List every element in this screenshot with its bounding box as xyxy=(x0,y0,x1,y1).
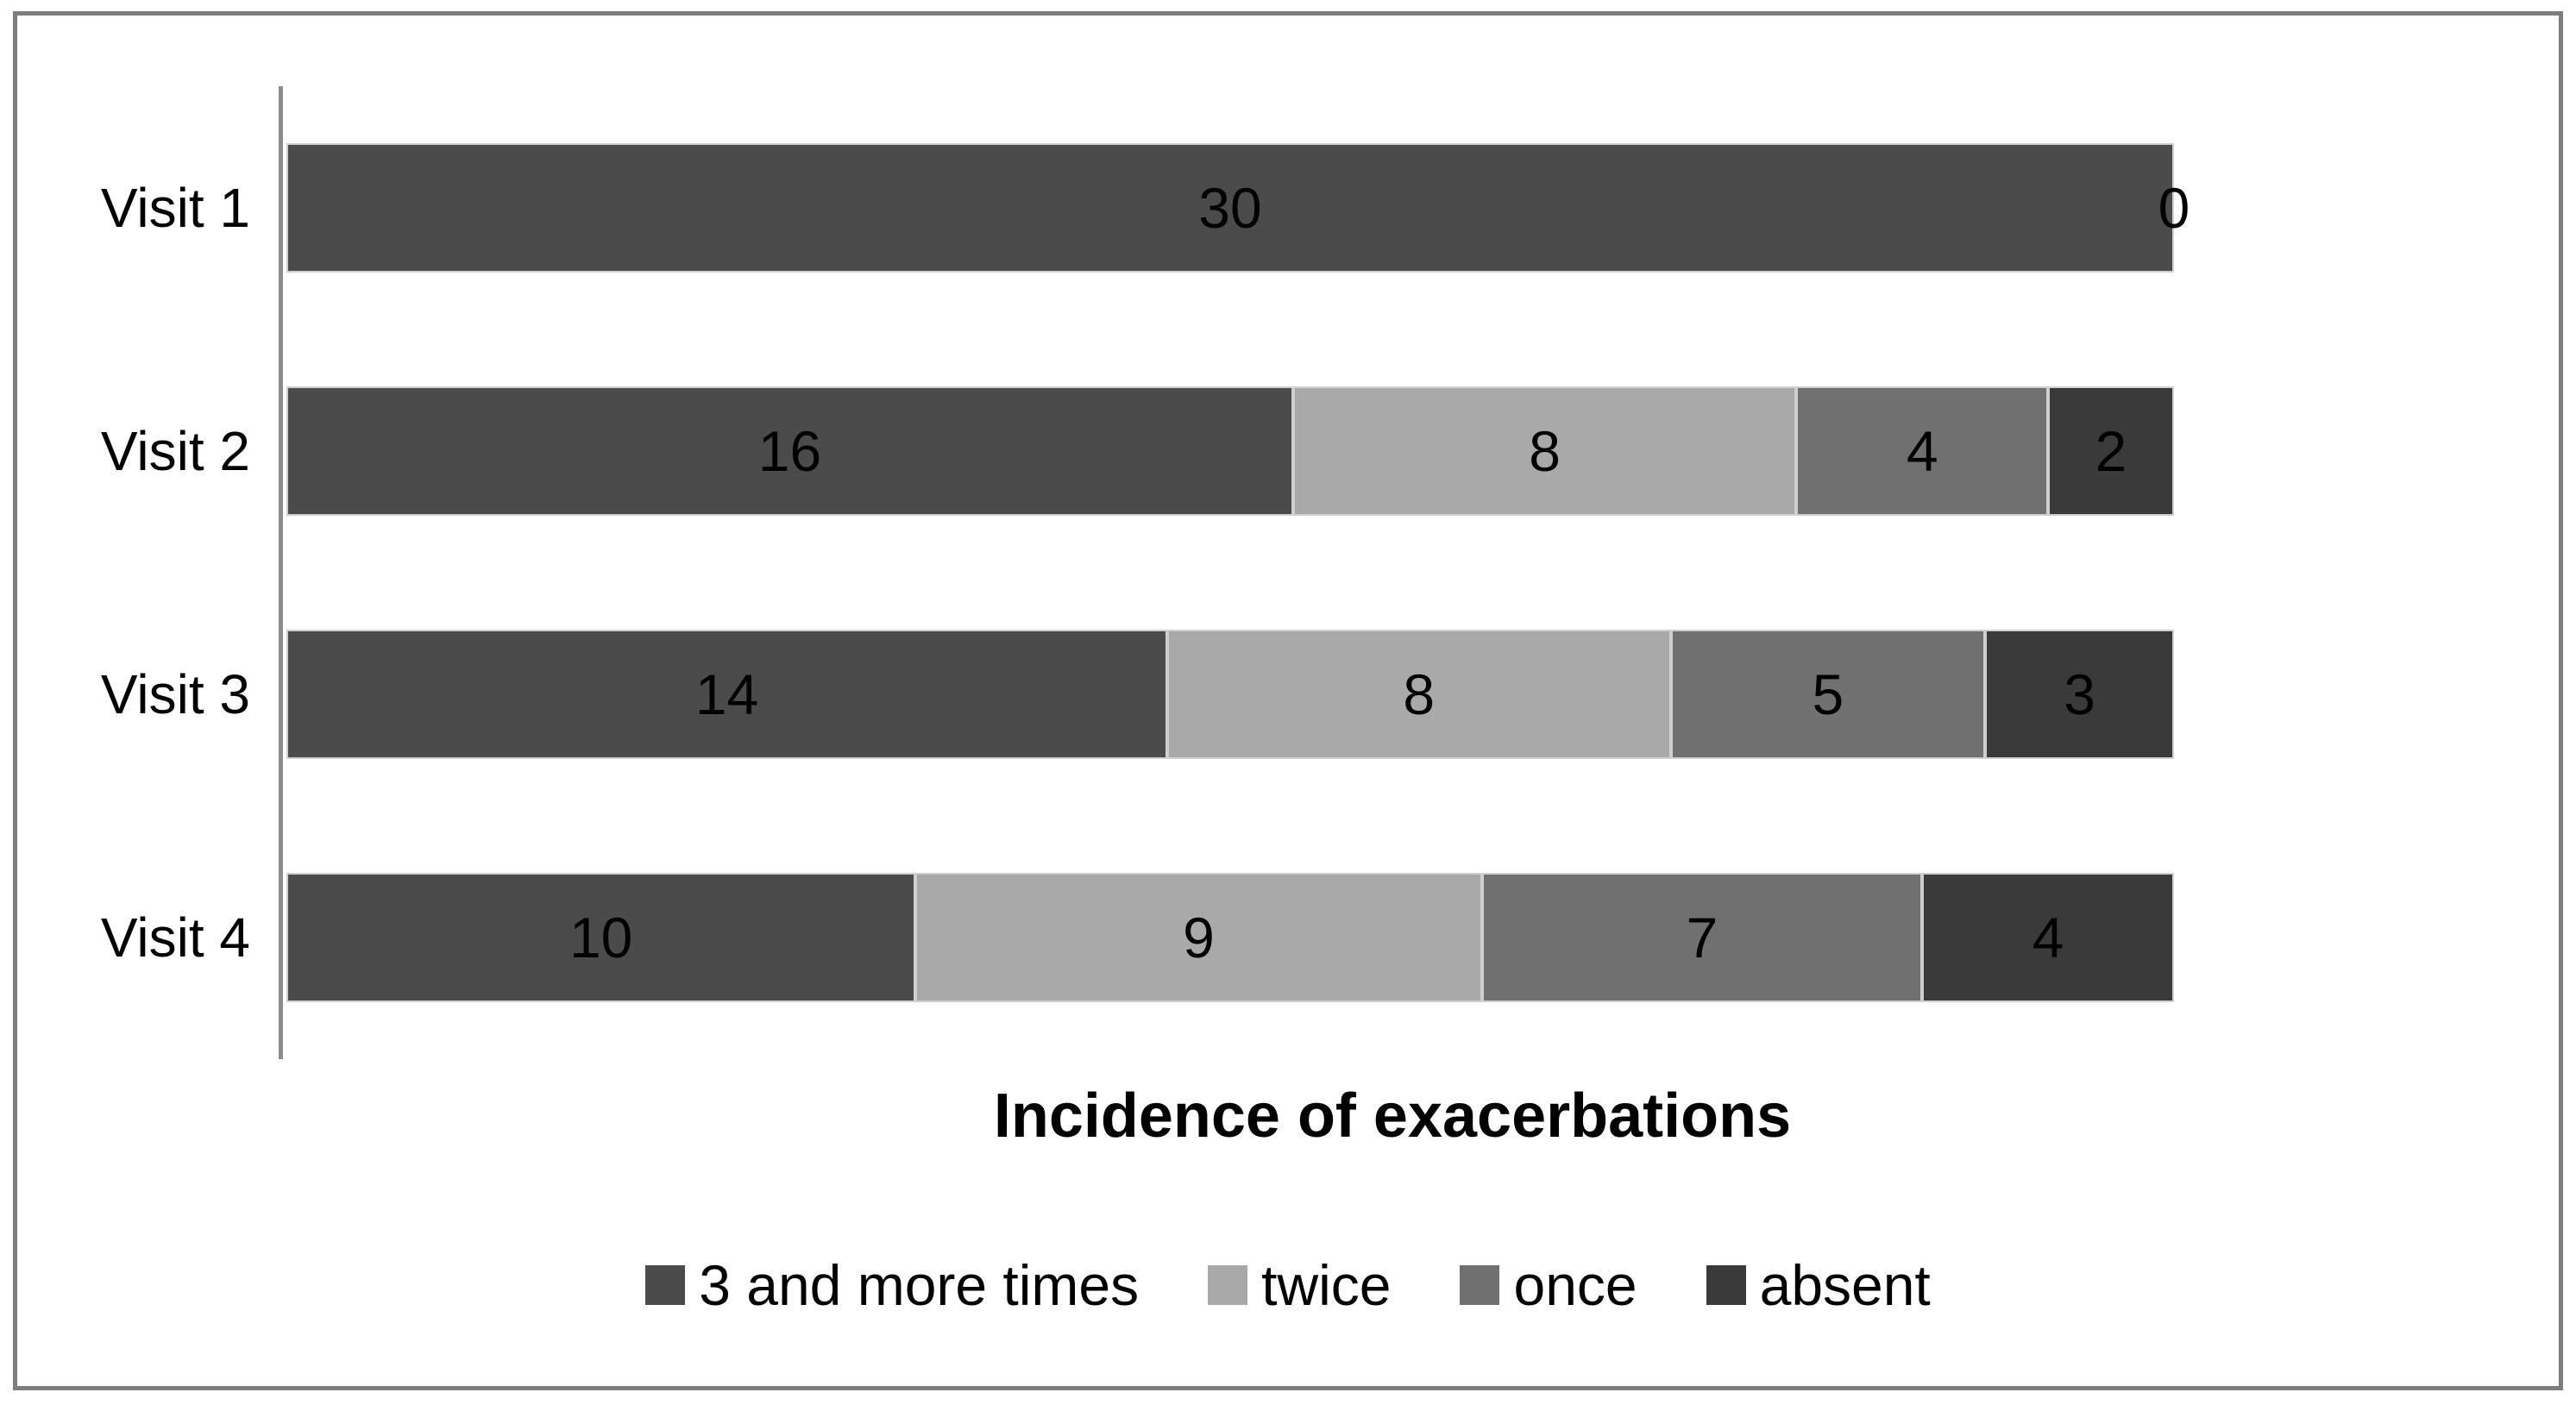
bar-row-visit-4: 10 9 7 4 xyxy=(286,873,2174,1002)
bar-row-visit-3: 14 8 5 3 xyxy=(286,630,2174,759)
legend-label: absent xyxy=(1759,1253,1931,1317)
data-label: 14 xyxy=(694,662,759,726)
data-label: 7 xyxy=(1686,906,1718,969)
data-label: 2 xyxy=(2095,419,2127,483)
legend: 3 and more times twice once absent xyxy=(13,1251,2563,1320)
legend-color-swatch-absent xyxy=(1706,1265,1746,1305)
data-label: 9 xyxy=(1183,906,1215,969)
data-label: 5 xyxy=(1812,662,1844,726)
bar-segment-twice: 8 xyxy=(1167,630,1671,759)
data-label: 8 xyxy=(1529,419,1561,483)
legend-item-3-and-more-times: 3 and more times xyxy=(645,1257,1139,1314)
bar-row-visit-1: 30 0 xyxy=(286,143,2190,273)
bar-row-visit-2: 16 8 4 2 xyxy=(286,386,2174,516)
data-label: 4 xyxy=(2032,906,2064,969)
bar-segment-3-and-more-times: 10 xyxy=(286,873,916,1002)
bar-segment-twice: 8 xyxy=(1292,386,1797,516)
legend-item-twice: twice xyxy=(1208,1257,1391,1314)
legend-color-swatch-once xyxy=(1460,1265,1500,1305)
bar-segment-once: 7 xyxy=(1481,873,1923,1002)
bar-segment-3-and-more-times: 14 xyxy=(286,630,1168,759)
zero-data-label: 0 xyxy=(2158,176,2190,240)
legend-color-swatch-3-and-more-times xyxy=(645,1265,686,1305)
data-label: 8 xyxy=(1403,662,1436,726)
legend-label: 3 and more times xyxy=(699,1253,1140,1317)
legend-item-absent: absent xyxy=(1706,1257,1931,1314)
chart-border xyxy=(13,11,2563,1390)
category-label-visit-1: Visit 1 xyxy=(100,177,250,239)
category-label-visit-4: Visit 4 xyxy=(100,906,250,969)
bar-segment-absent: 4 xyxy=(1922,873,2174,1002)
data-label: 30 xyxy=(1198,176,1262,240)
bar-segment-twice: 9 xyxy=(915,873,1482,1002)
bar-segment-once: 5 xyxy=(1670,630,1986,759)
data-label: 10 xyxy=(569,906,633,969)
bar-segment-once: 4 xyxy=(1796,386,2049,516)
category-label-visit-2: Visit 2 xyxy=(100,420,250,482)
legend-color-swatch-twice xyxy=(1208,1265,1248,1305)
y-axis-line xyxy=(279,86,283,1059)
bar-segment-absent: 3 xyxy=(1985,630,2174,759)
category-label-visit-3: Visit 3 xyxy=(100,663,250,725)
legend-label: twice xyxy=(1261,1253,1392,1317)
legend-label: once xyxy=(1513,1253,1637,1317)
data-label: 4 xyxy=(1906,419,1938,483)
chart-axis-title: Incidence of exacerbations xyxy=(993,1082,1792,1151)
bar-segment-3-and-more-times: 30 xyxy=(286,143,2174,273)
data-label: 3 xyxy=(2064,662,2095,726)
bar-segment-absent: 2 xyxy=(2048,386,2174,516)
data-label: 16 xyxy=(757,419,822,483)
legend-item-once: once xyxy=(1460,1257,1637,1314)
bar-segment-3-and-more-times: 16 xyxy=(286,386,1293,516)
